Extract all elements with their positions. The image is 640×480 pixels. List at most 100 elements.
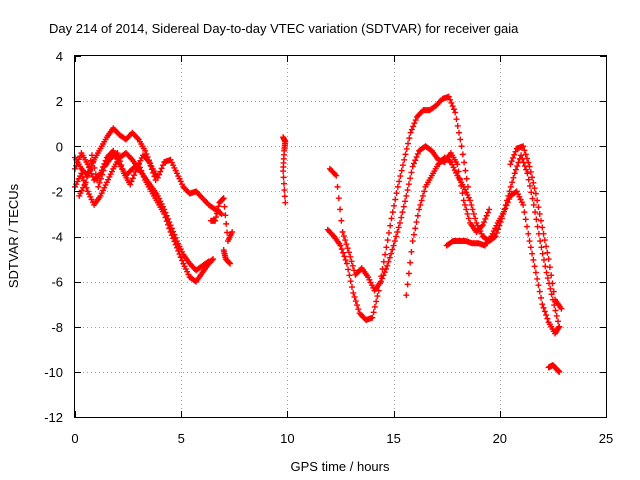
data-point: [525, 176, 532, 183]
data-point: [475, 225, 482, 232]
data-point: [400, 203, 407, 210]
data-point: [134, 163, 141, 170]
data-point: [282, 199, 289, 206]
data-point: [221, 203, 228, 210]
data-point: [412, 117, 419, 124]
data-point: [369, 314, 376, 321]
data-point: [158, 201, 165, 208]
data-point: [412, 157, 419, 164]
data-point: [394, 228, 401, 235]
data-point: [101, 184, 108, 191]
data-point: [348, 284, 355, 291]
data-point: [447, 96, 454, 103]
data-point: [347, 253, 354, 260]
data-point: [224, 229, 231, 236]
data-point: [403, 292, 410, 299]
data-point: [506, 188, 513, 195]
data-point: [119, 166, 126, 173]
data-point: [540, 230, 547, 237]
data-point: [459, 190, 466, 197]
data-point: [132, 168, 139, 175]
series-trace-g: [403, 152, 563, 330]
data-point: [97, 192, 104, 199]
data-point: [129, 175, 136, 182]
x-tick-label: 25: [599, 431, 613, 446]
data-point: [346, 272, 353, 279]
data-point: [337, 242, 344, 249]
data-point: [213, 214, 220, 221]
data-point: [389, 209, 396, 216]
data-point: [150, 169, 157, 176]
data-point: [103, 179, 110, 186]
data-point: [175, 173, 182, 180]
data-point: [371, 303, 378, 310]
data-point: [526, 238, 533, 245]
data-point: [388, 215, 395, 222]
data-point: [337, 206, 344, 213]
data-point: [88, 196, 95, 203]
data-point: [180, 260, 187, 267]
data-point: [534, 223, 541, 230]
data-point: [210, 256, 217, 263]
data-point: [352, 298, 359, 305]
data-point: [550, 288, 557, 295]
data-point: [108, 168, 115, 175]
data-point: [351, 267, 358, 274]
data-point: [543, 312, 550, 319]
data-point: [334, 183, 341, 190]
data-point: [75, 175, 82, 182]
x-tick-label: 20: [493, 431, 507, 446]
data-point: [522, 151, 529, 158]
x-tick-label: 10: [280, 431, 294, 446]
data-point: [536, 210, 543, 217]
data-point: [338, 217, 345, 224]
data-point: [411, 120, 418, 127]
data-point: [544, 315, 551, 322]
data-point: [464, 210, 471, 217]
data-point: [349, 262, 356, 269]
data-point: [281, 193, 288, 200]
x-tick-label: 0: [71, 431, 78, 446]
data-point: [83, 173, 90, 180]
data-point: [396, 178, 403, 185]
data-point: [506, 196, 513, 203]
data-point: [179, 257, 186, 264]
data-point: [537, 238, 544, 245]
data-point: [385, 258, 392, 265]
data-point: [484, 209, 491, 216]
data-point: [540, 256, 547, 263]
data-point: [152, 177, 159, 184]
data-point: [453, 169, 460, 176]
data-point: [100, 187, 107, 194]
data-point: [184, 268, 191, 275]
data-point: [76, 192, 83, 199]
data-point: [100, 167, 107, 174]
data-point: [546, 264, 553, 271]
data-point: [78, 187, 85, 194]
data-point: [107, 171, 114, 178]
data-point: [446, 158, 453, 165]
data-point: [477, 228, 484, 235]
data-point: [456, 129, 463, 136]
data-point: [558, 305, 565, 312]
data-point: [463, 189, 470, 196]
data-point: [96, 179, 103, 186]
data-point: [523, 223, 530, 230]
data-point: [373, 298, 380, 305]
data-point: [374, 293, 381, 300]
data-point: [449, 103, 456, 110]
series-trace-d: [76, 150, 159, 199]
data-point: [478, 230, 485, 237]
data-point: [530, 179, 537, 186]
data-point: [413, 219, 420, 226]
series-tail-22: [545, 362, 563, 375]
data-point: [393, 233, 400, 240]
data-point: [419, 192, 426, 199]
data-point: [345, 249, 352, 256]
data-point: [511, 151, 518, 158]
data-point: [465, 215, 472, 222]
data-point: [445, 93, 452, 100]
data-point: [142, 147, 149, 154]
data-point: [382, 251, 389, 258]
data-point: [97, 175, 104, 182]
